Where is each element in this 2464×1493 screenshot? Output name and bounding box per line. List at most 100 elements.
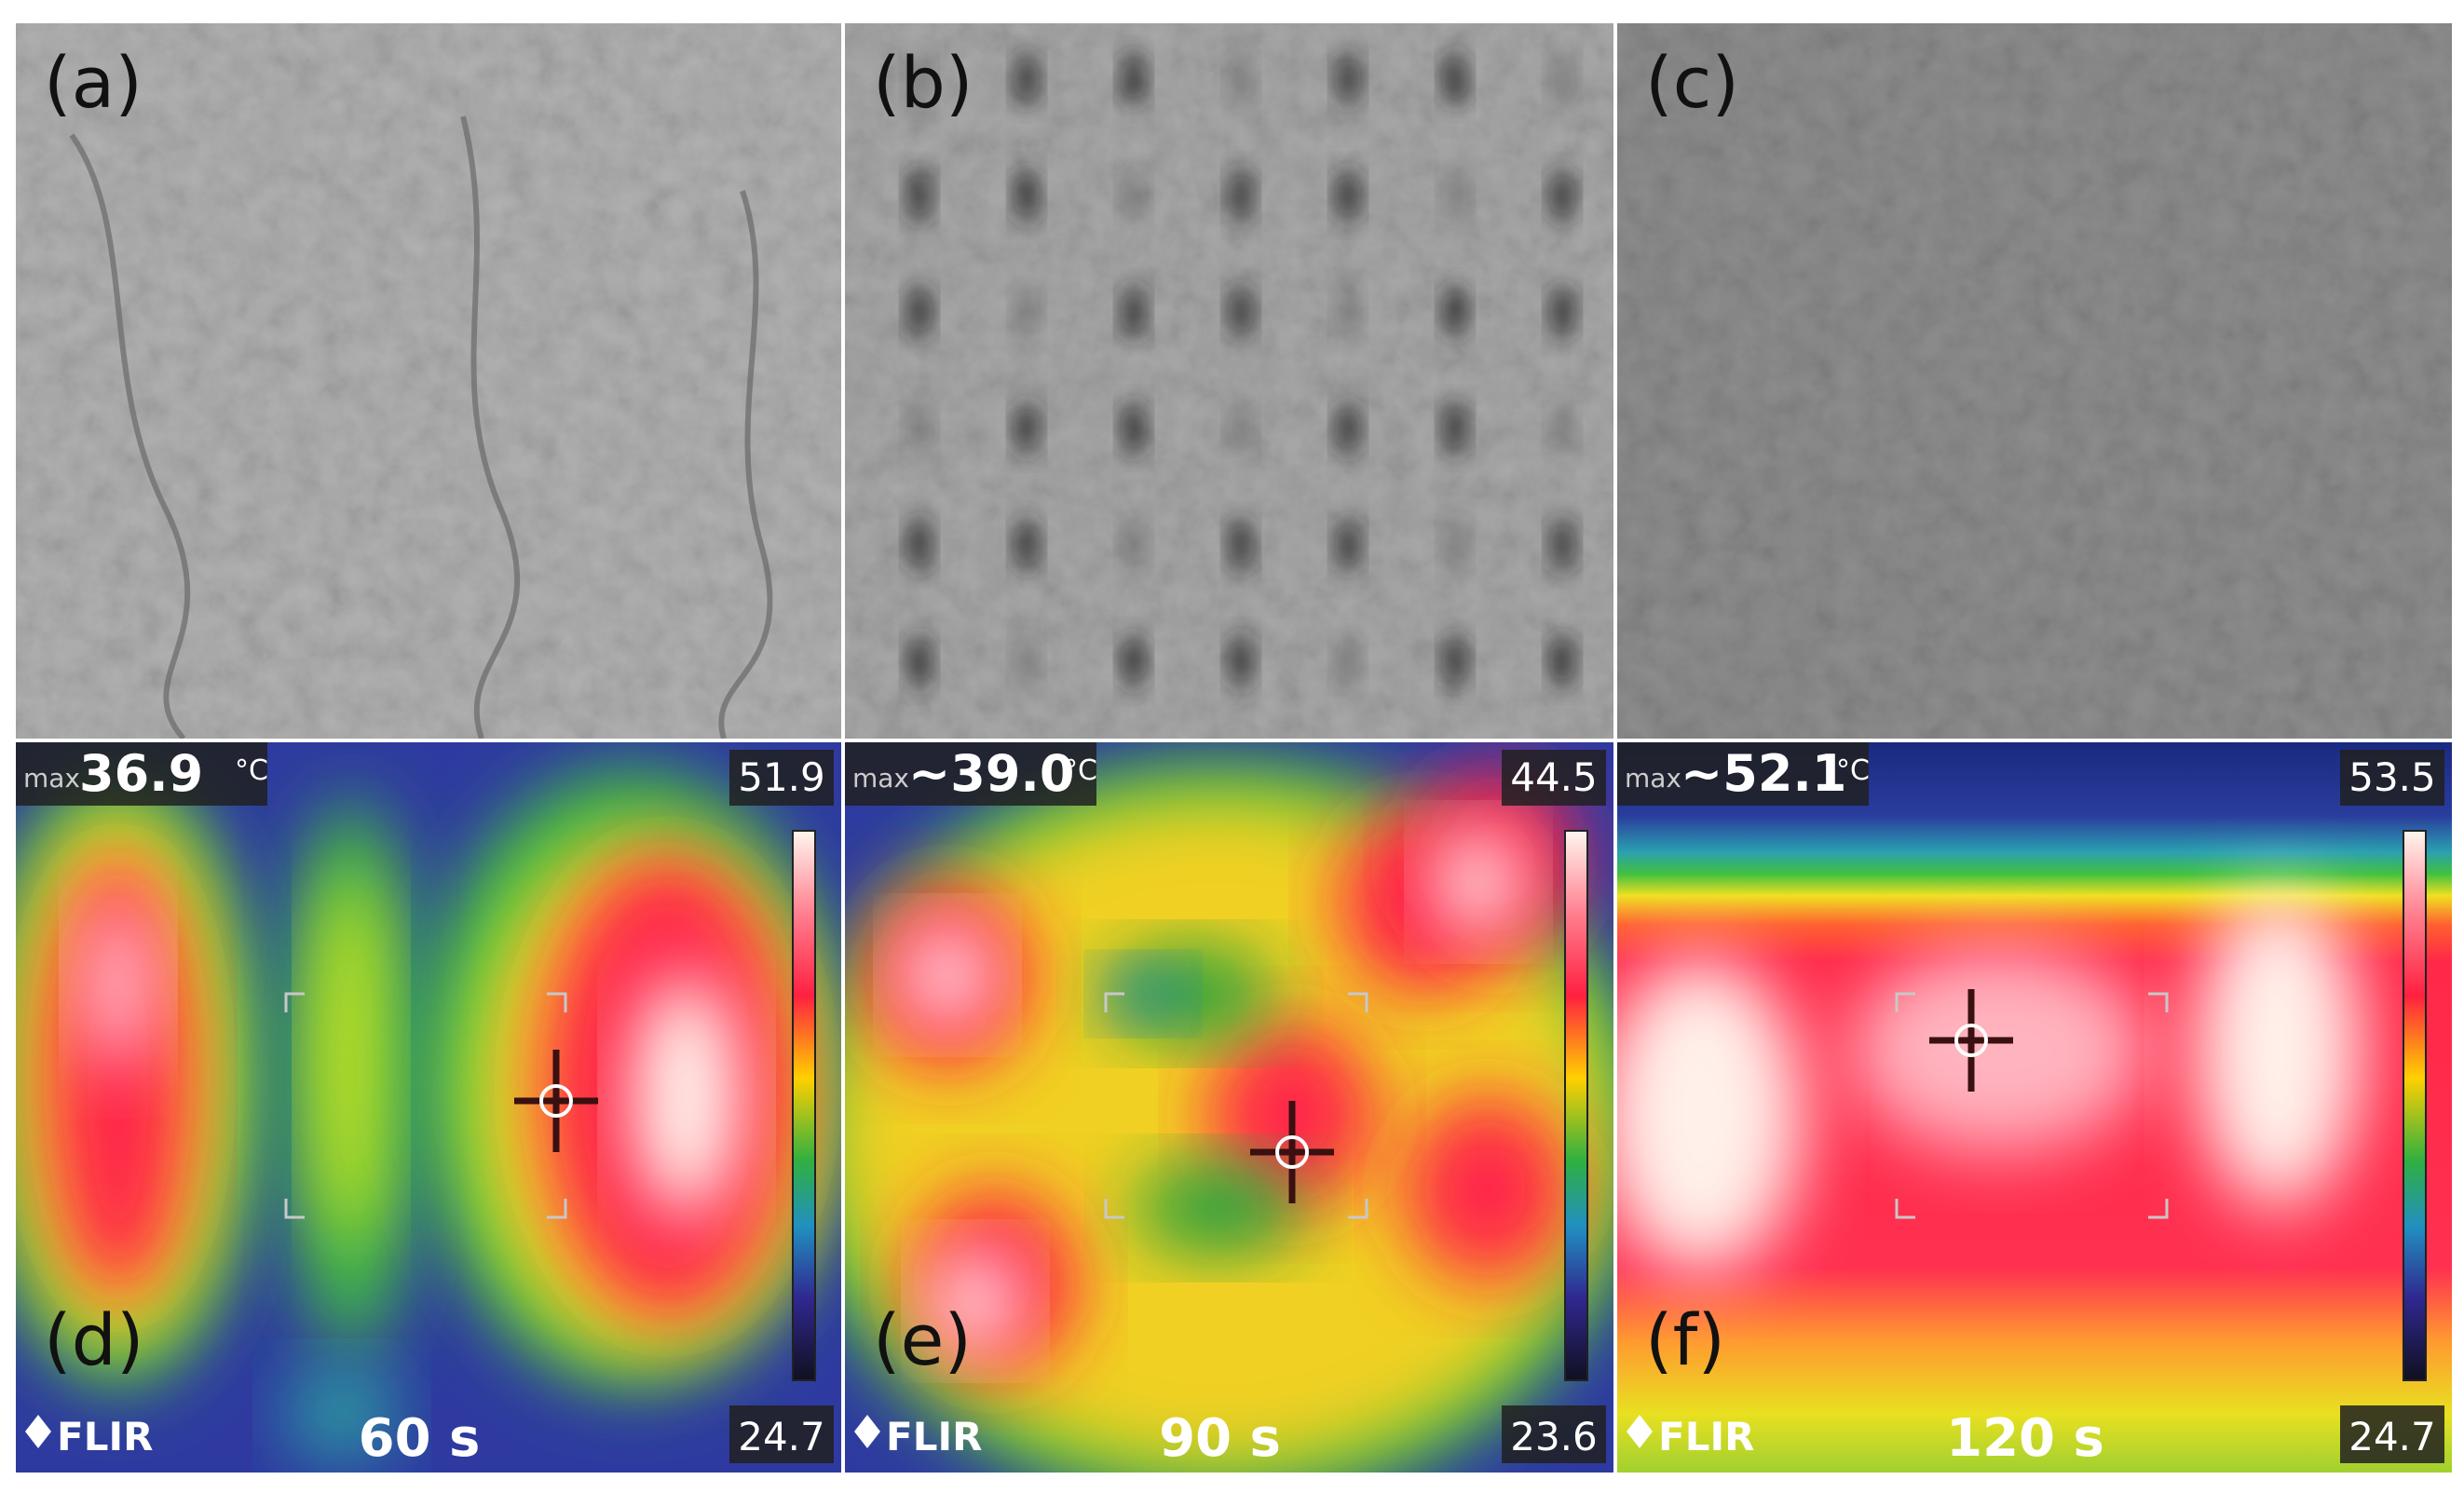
weave-spot <box>1335 51 1361 107</box>
thermal-panel: max~39.0°C 44.5 23.6 90 s FLIR (e) <box>845 742 1613 1473</box>
bracket <box>547 992 567 1012</box>
heat-blob <box>1850 947 2148 1152</box>
weave-spot <box>1121 284 1147 340</box>
scale-min-box <box>1502 1405 1606 1463</box>
weave-spot <box>1335 517 1361 573</box>
time: 90 s <box>1159 1408 1281 1469</box>
weave-spot <box>1442 51 1468 107</box>
panel-label: (f) <box>1645 1298 1725 1381</box>
colorbar <box>1564 830 1588 1381</box>
max-value: ~52.1 <box>1681 744 1846 803</box>
panel-label: (e) <box>873 1298 972 1381</box>
scale-max: 51.9 <box>738 754 825 800</box>
weave-spot <box>906 51 933 107</box>
heat-blob <box>286 1366 398 1459</box>
bracket <box>1348 1199 1368 1219</box>
panel-label: (d) <box>44 1298 144 1381</box>
panel-label: (a) <box>44 41 143 124</box>
weave-spot <box>1121 400 1147 456</box>
weave-spot <box>1549 168 1575 224</box>
thermal-content: max~39.0°C 44.5 23.6 90 s FLIR (e) <box>845 742 1613 1473</box>
weave-spot <box>1549 633 1575 689</box>
scale-min: 24.7 <box>2348 1414 2436 1459</box>
bracket <box>1895 1199 1915 1219</box>
max-box <box>16 742 267 806</box>
max-unit: °C <box>235 754 268 787</box>
heat-blob <box>1404 1096 1572 1283</box>
weave-spot <box>1014 284 1040 340</box>
crosshair <box>514 1050 598 1152</box>
colorbar <box>2403 830 2427 1381</box>
heat-blob <box>1617 957 1804 1273</box>
bracket <box>284 1199 305 1219</box>
crosshair <box>1250 1101 1334 1203</box>
heat-blob <box>901 924 994 1026</box>
photo-texture <box>1617 23 2452 739</box>
colorbar <box>792 830 816 1381</box>
photo-content <box>1617 23 2452 739</box>
crosshair <box>1929 989 2013 1092</box>
max-unit: °C <box>1064 754 1097 787</box>
bracket <box>1895 992 1915 1012</box>
bracket <box>284 992 305 1012</box>
weave-spot <box>1335 168 1361 224</box>
bracket <box>1348 992 1368 1012</box>
bracket <box>1104 992 1124 1012</box>
scale-max-box <box>729 750 834 806</box>
brand-icon <box>25 1415 51 1448</box>
weave-spot <box>1014 168 1040 224</box>
weave-spot <box>906 633 933 689</box>
weave-spot <box>1014 633 1040 689</box>
bracket <box>547 1199 567 1219</box>
brand: FLIR <box>57 1414 153 1459</box>
thermal-panel: max~52.1°C 53.5 24.7 120 s FLIR (f) <box>1617 742 2452 1473</box>
weave-spot <box>1442 168 1468 224</box>
weave-spot <box>1014 400 1040 456</box>
scale-min-box <box>2340 1405 2444 1463</box>
photo-texture <box>845 23 1613 739</box>
heat-blob <box>929 1250 1022 1352</box>
max-unit: °C <box>1836 754 1870 787</box>
weave-spot <box>1442 400 1468 456</box>
weave-spot <box>1014 51 1040 107</box>
weave-spot <box>1121 168 1147 224</box>
weave-spot <box>906 168 933 224</box>
heat-blob <box>1106 966 1180 1022</box>
weave-spot <box>1549 284 1575 340</box>
photo-panel: (c) <box>1617 23 2452 739</box>
heat-blob <box>2195 891 2362 1208</box>
photo-content <box>845 23 1613 739</box>
weave-spot <box>1228 51 1254 107</box>
weave-spot <box>906 400 933 456</box>
time: 120 s <box>1946 1408 2104 1469</box>
weave-spot <box>906 517 933 573</box>
max-box <box>1617 742 1869 806</box>
max-prefix: max <box>852 763 909 794</box>
heat-blob <box>314 873 388 1245</box>
panel-label: (b) <box>873 41 973 124</box>
weave-spot <box>1228 168 1254 224</box>
heat-blob <box>81 901 156 1068</box>
weave-spot <box>1121 517 1147 573</box>
weave-spot <box>906 284 933 340</box>
scale-max: 53.5 <box>2348 754 2436 800</box>
thermal-content: max~52.1°C 53.5 24.7 120 s FLIR (f) <box>1617 742 2452 1473</box>
brand-icon <box>1627 1415 1653 1448</box>
weave-spot <box>1335 284 1361 340</box>
weave-spot <box>1442 284 1468 340</box>
crack <box>460 115 521 739</box>
bracket <box>2148 992 2169 1012</box>
scale-min-box <box>729 1405 834 1463</box>
scale-min: 23.6 <box>1510 1414 1598 1459</box>
bracket <box>1104 1199 1124 1219</box>
brand: FLIR <box>1658 1414 1754 1459</box>
heat-blob <box>44 854 193 1301</box>
max-box <box>845 742 1096 806</box>
max-value: ~39.0 <box>908 744 1074 803</box>
weave-spot <box>1228 517 1254 573</box>
scale-max-box <box>2340 750 2444 806</box>
heat-blob <box>631 975 742 1217</box>
bracket <box>2148 1199 2169 1219</box>
